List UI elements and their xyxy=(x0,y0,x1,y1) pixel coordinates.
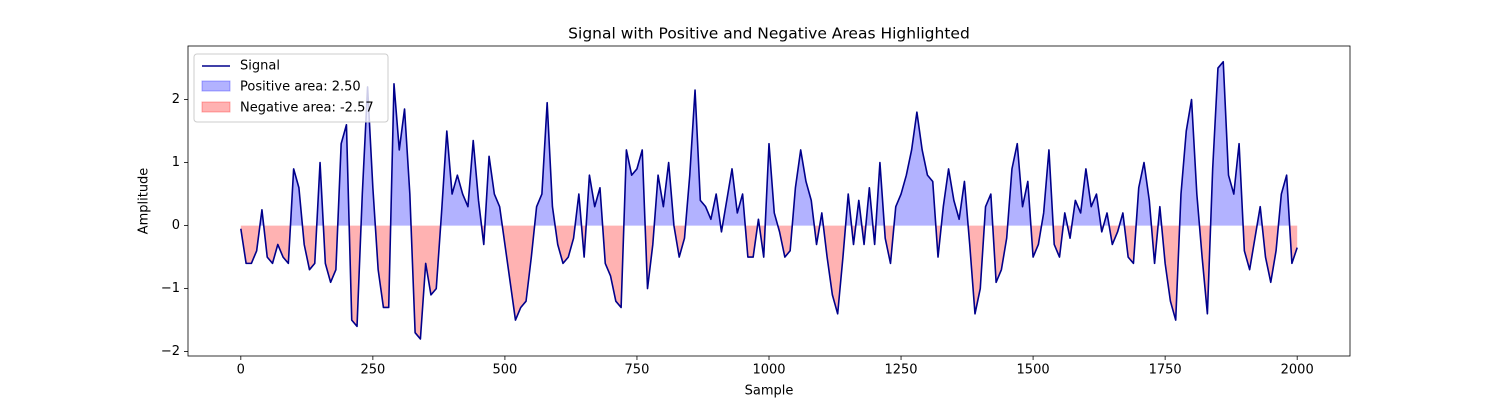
y-tick-label: 2 xyxy=(172,92,180,107)
legend-label: Negative area: -2.57 xyxy=(240,101,374,116)
y-tick-label: 0 xyxy=(172,218,180,233)
positive-area xyxy=(792,149,815,226)
x-tick-label: 0 xyxy=(237,363,245,378)
positive-area xyxy=(1136,162,1152,226)
positive-area xyxy=(722,168,746,226)
positive-area xyxy=(685,90,721,226)
x-tick-label: 1000 xyxy=(752,363,785,378)
y-axis-label: Amplitude xyxy=(137,168,152,235)
negative-area xyxy=(884,225,895,264)
x-axis-label: Sample xyxy=(745,384,794,399)
legend-swatch xyxy=(201,101,231,113)
negative-area xyxy=(1262,225,1279,283)
positive-area xyxy=(623,149,646,226)
positive-area xyxy=(390,83,412,226)
legend-label: Signal xyxy=(240,59,280,74)
negative-area xyxy=(302,225,317,270)
signal-line xyxy=(240,60,1298,340)
positive-area xyxy=(337,124,350,226)
negative-area xyxy=(1053,225,1064,258)
negative-area xyxy=(375,225,391,308)
y-tick-label: 1 xyxy=(172,155,180,170)
positive-area xyxy=(894,112,936,226)
positive-area xyxy=(654,162,674,226)
negative-area xyxy=(673,225,686,258)
x-tick-label: 2000 xyxy=(1281,363,1314,378)
negative-area xyxy=(411,225,441,339)
positive-area xyxy=(440,131,482,226)
y-tick-label: −2 xyxy=(161,344,180,359)
negative-area xyxy=(992,225,1008,283)
negative-area xyxy=(1161,225,1180,321)
positive-area xyxy=(875,162,885,226)
positive-area xyxy=(1071,168,1101,226)
negative-area xyxy=(968,225,985,314)
negative-area xyxy=(745,225,758,258)
legend-label: Positive area: 2.50 xyxy=(240,80,361,95)
positive-area xyxy=(534,102,556,226)
y-tick-label: −1 xyxy=(161,281,180,296)
positive-area xyxy=(865,187,873,226)
chart-title: Signal with Positive and Negative Areas … xyxy=(568,25,970,43)
negative-area xyxy=(777,225,793,258)
positive-area xyxy=(316,162,324,226)
legend-swatch xyxy=(201,80,231,92)
x-tick-label: 750 xyxy=(625,363,650,378)
negative-area xyxy=(349,225,362,327)
negative-area xyxy=(1030,225,1042,258)
x-tick-label: 1750 xyxy=(1149,363,1182,378)
legend-box xyxy=(193,53,389,123)
positive-area xyxy=(586,175,603,226)
x-tick-label: 1500 xyxy=(1017,363,1050,378)
x-tick-label: 1250 xyxy=(884,363,917,378)
negative-area xyxy=(555,225,576,264)
positive-area xyxy=(361,86,376,226)
positive-area xyxy=(941,168,969,226)
negative-area xyxy=(1124,225,1137,264)
x-tick-label: 250 xyxy=(360,363,385,378)
positive-area xyxy=(1179,99,1200,226)
x-tick-label: 500 xyxy=(492,363,517,378)
negative-area xyxy=(602,225,624,308)
negative-area xyxy=(823,225,846,314)
